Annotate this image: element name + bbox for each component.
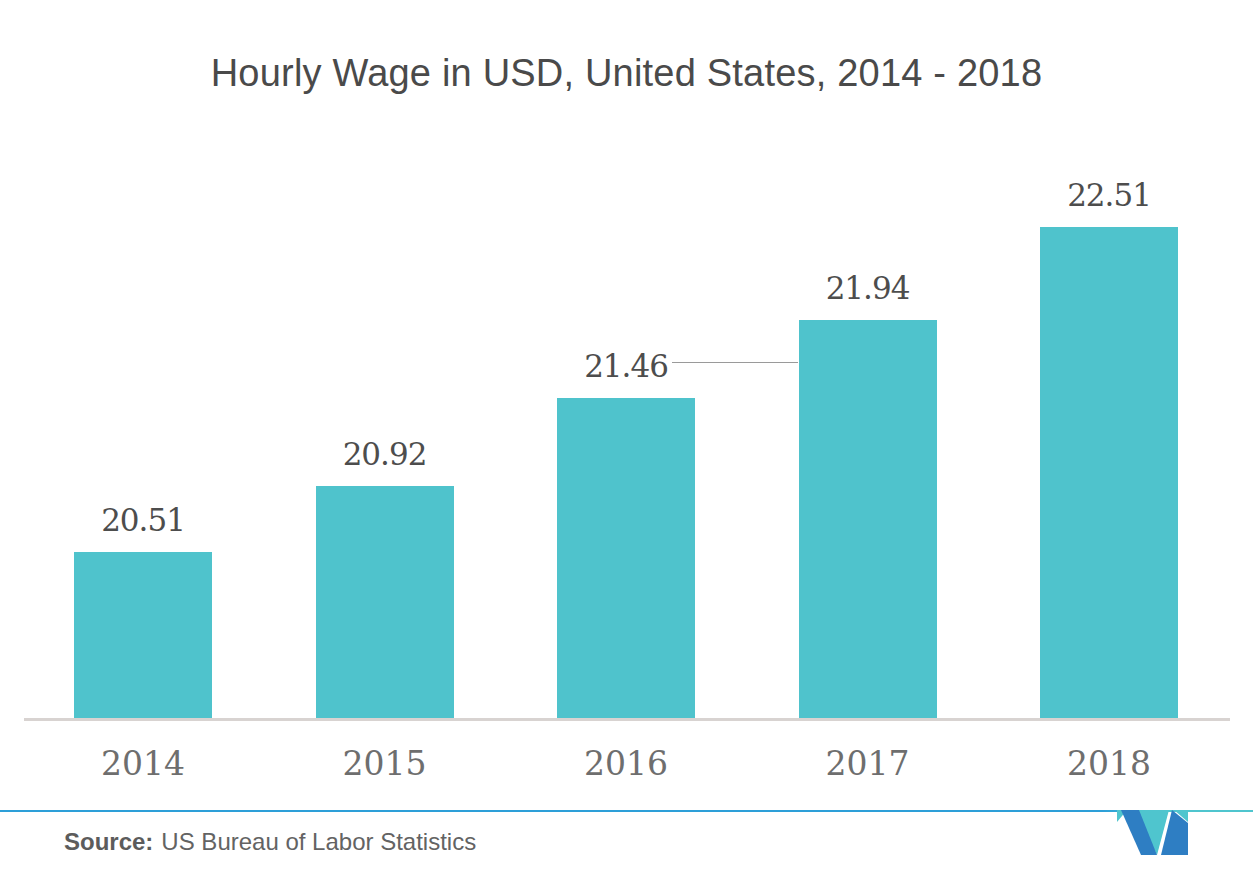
bar-value-label: 21.94 <box>826 270 910 306</box>
bar-value-label: 22.51 <box>1067 177 1151 213</box>
x-tick-label: 2016 <box>584 744 668 783</box>
x-axis-line <box>24 718 1230 721</box>
x-tick-label: 2014 <box>101 744 185 783</box>
plot-area: 20.512014 20.922015 21.462016 21.942017 22.5… <box>24 141 1230 718</box>
chart-title: Hourly Wage in USD, United States, 2014 … <box>0 52 1253 95</box>
source-note: Source: US Bureau of Labor Statistics <box>64 828 476 856</box>
bar-group: 22.512018 <box>1040 141 1178 718</box>
bar-value-label: 20.92 <box>343 436 427 472</box>
source-label: Source: <box>64 828 153 855</box>
source-text: US Bureau of Labor Statistics <box>161 828 476 855</box>
x-tick-label: 2018 <box>1067 744 1151 783</box>
mordor-intelligence-logo <box>1117 810 1189 855</box>
bar <box>316 486 454 718</box>
bar <box>74 552 212 718</box>
x-tick-label: 2017 <box>826 744 910 783</box>
x-tick-label: 2015 <box>343 744 427 783</box>
bar-group: 21.942017 <box>799 141 937 718</box>
footer-divider-line <box>0 810 1253 812</box>
bar <box>1040 227 1178 718</box>
bar-value-label: 21.46 <box>584 348 668 384</box>
bar <box>557 398 695 718</box>
bar-value-label: 20.51 <box>101 502 185 538</box>
bar-group: 21.462016 <box>557 141 695 718</box>
bar-group: 20.922015 <box>316 141 454 718</box>
bar-group: 20.512014 <box>74 141 212 718</box>
bar <box>799 320 937 718</box>
